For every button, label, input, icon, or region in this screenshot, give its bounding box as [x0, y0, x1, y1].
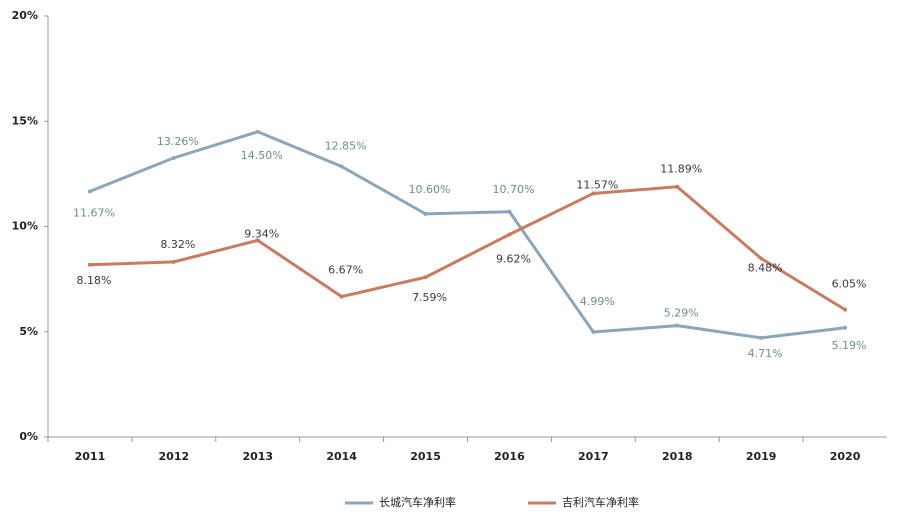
x-tick-label: 2016 [494, 450, 525, 463]
data-point [843, 325, 848, 330]
data-point [171, 155, 176, 160]
data-label: 11.89% [660, 163, 702, 176]
data-label: 6.05% [832, 278, 867, 291]
data-point [759, 256, 764, 261]
data-point [507, 232, 512, 237]
x-tick-label: 2014 [326, 450, 357, 463]
y-tick-label: 20% [12, 9, 38, 22]
data-point [87, 262, 92, 267]
x-tick-label: 2012 [159, 450, 190, 463]
data-label: 12.85% [325, 140, 367, 153]
data-label: 8.48% [748, 261, 783, 274]
x-tick-label: 2013 [242, 450, 273, 463]
data-label: 4.99% [580, 295, 615, 308]
data-label: 5.19% [832, 339, 867, 352]
data-point [591, 191, 596, 196]
data-point [339, 164, 344, 169]
data-label: 9.62% [496, 252, 531, 265]
data-point [87, 189, 92, 194]
data-label: 14.50% [241, 149, 283, 162]
x-tick-label: 2015 [410, 450, 441, 463]
data-label: 5.29% [664, 307, 699, 320]
data-label: 9.34% [244, 227, 279, 240]
data-label: 13.26% [157, 135, 199, 148]
data-point [675, 184, 680, 189]
data-label: 11.67% [73, 206, 115, 219]
data-point [843, 307, 848, 312]
x-tick-label: 2019 [746, 450, 777, 463]
y-tick-label: 10% [12, 220, 38, 233]
data-point [591, 329, 596, 334]
data-label: 8.18% [76, 274, 111, 287]
x-tick-label: 2011 [75, 450, 106, 463]
data-label: 4.71% [748, 347, 783, 360]
y-tick-label: 5% [19, 325, 38, 338]
y-tick-label: 0% [19, 430, 38, 443]
series-line [89, 185, 846, 311]
data-point [171, 259, 176, 264]
data-point [255, 129, 260, 134]
data-point [507, 209, 512, 214]
data-point [423, 211, 428, 216]
x-tick-label: 2018 [662, 450, 693, 463]
data-label: 6.67% [328, 264, 363, 277]
data-point [339, 294, 344, 299]
data-point [423, 275, 428, 280]
x-tick-label: 2020 [830, 450, 861, 463]
data-label: 7.59% [412, 291, 447, 304]
data-point [255, 238, 260, 243]
series-line [89, 130, 846, 340]
y-tick-label: 15% [12, 114, 38, 127]
data-label: 10.70% [492, 183, 534, 196]
data-label: 11.57% [576, 178, 618, 191]
legend-label: 长城汽车净利率 [379, 495, 456, 509]
data-label: 8.32% [160, 238, 195, 251]
x-tick-label: 2017 [578, 450, 609, 463]
data-point [675, 323, 680, 328]
legend-label: 吉利汽车净利率 [562, 495, 639, 509]
data-point [759, 335, 764, 340]
data-label: 10.60% [409, 183, 451, 196]
